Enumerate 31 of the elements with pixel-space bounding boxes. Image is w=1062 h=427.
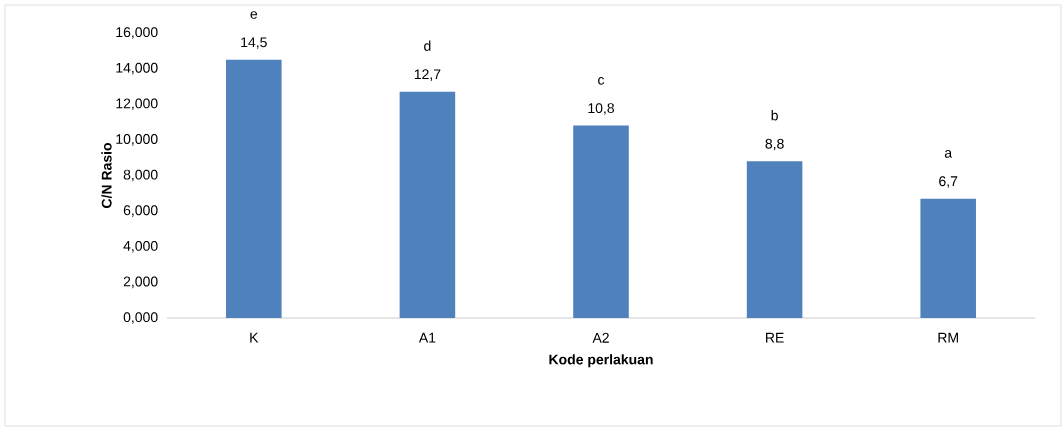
x-tick-label: RE <box>766 332 784 343</box>
data-label: 6,7 <box>939 176 958 188</box>
bar <box>920 198 976 318</box>
annotation: e <box>250 11 258 19</box>
y-tick-label: 16,000 <box>116 27 158 39</box>
x-tick-label: A2 <box>592 332 609 343</box>
x-tick-label: RM <box>938 332 958 343</box>
bar <box>399 91 456 318</box>
annotation: c <box>598 77 605 85</box>
y-tick-label: 10,000 <box>116 134 158 146</box>
y-tick-label: 8,000 <box>123 169 158 182</box>
annotation: d <box>424 40 431 51</box>
y-tick-label: 0,000 <box>123 312 158 324</box>
bar <box>226 59 282 318</box>
x-axis-title: Kode perlakuan <box>549 354 653 368</box>
bar <box>746 161 803 318</box>
x-tick-label: K <box>250 332 259 343</box>
y-tick-label: 2,000 <box>123 276 158 289</box>
y-tick-label: 14,000 <box>116 62 158 75</box>
y-axis-title: C/N Rasio <box>101 142 112 208</box>
data-label: 10,8 <box>588 103 615 115</box>
y-tick-label: 4,000 <box>123 240 158 253</box>
bar <box>573 125 629 318</box>
data-label: 14,5 <box>241 37 267 49</box>
y-tick-label: 12,000 <box>116 98 158 111</box>
data-label: 12,7 <box>414 69 441 81</box>
data-label: 8,8 <box>765 138 784 151</box>
annotation: b <box>771 110 778 121</box>
annotation: a <box>944 150 953 158</box>
y-tick-label: 6,000 <box>123 205 158 217</box>
x-tick-label: A1 <box>418 332 436 343</box>
